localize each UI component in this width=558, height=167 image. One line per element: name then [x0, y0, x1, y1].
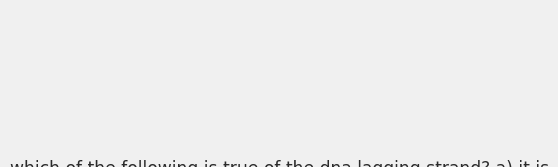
Text: which of the following is true of the dna lagging strand? a) it is: which of the following is true of the dn…	[10, 160, 549, 167]
